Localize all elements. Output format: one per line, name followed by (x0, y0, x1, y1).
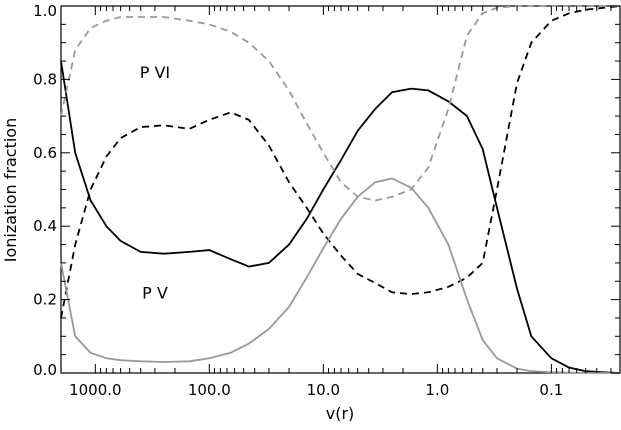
x-axis-label: v(r) (326, 404, 355, 423)
series-line-3 (60, 177, 620, 374)
x-tick-label: 1.0 (425, 381, 449, 399)
y-axis-label: Ionization fraction (1, 118, 20, 263)
y-tick-label: 0.4 (33, 217, 57, 235)
series-line-4 (60, 5, 620, 202)
series-line-2 (60, 5, 621, 319)
x-tick-label: 0.1 (539, 381, 563, 399)
y-tick-label: 0.6 (33, 144, 57, 162)
y-tick-label: 0.0 (33, 361, 57, 379)
tick-layer: 1000.0 100.0 10.0 1.0 0.1 0.0 0.2 0.4 0.6 0.8 1.0 (33, 2, 620, 399)
label-layer: v(r) Ionization fraction P VI P V (1, 63, 354, 423)
x-tick-label: 1000.0 (69, 381, 122, 399)
x-tick-label: 100.0 (188, 381, 231, 399)
annotation-pvi: P VI (140, 63, 170, 82)
y-tick-label: 0.8 (33, 70, 57, 88)
y-tick-label: 1.0 (33, 2, 57, 20)
plot-frame (60, 5, 621, 374)
y-tick-label: 0.2 (33, 291, 57, 309)
series-line-1 (60, 60, 621, 374)
series-layer (60, 5, 621, 374)
x-tick-label: 10.0 (307, 381, 340, 399)
annotation-pv: P V (142, 283, 168, 302)
